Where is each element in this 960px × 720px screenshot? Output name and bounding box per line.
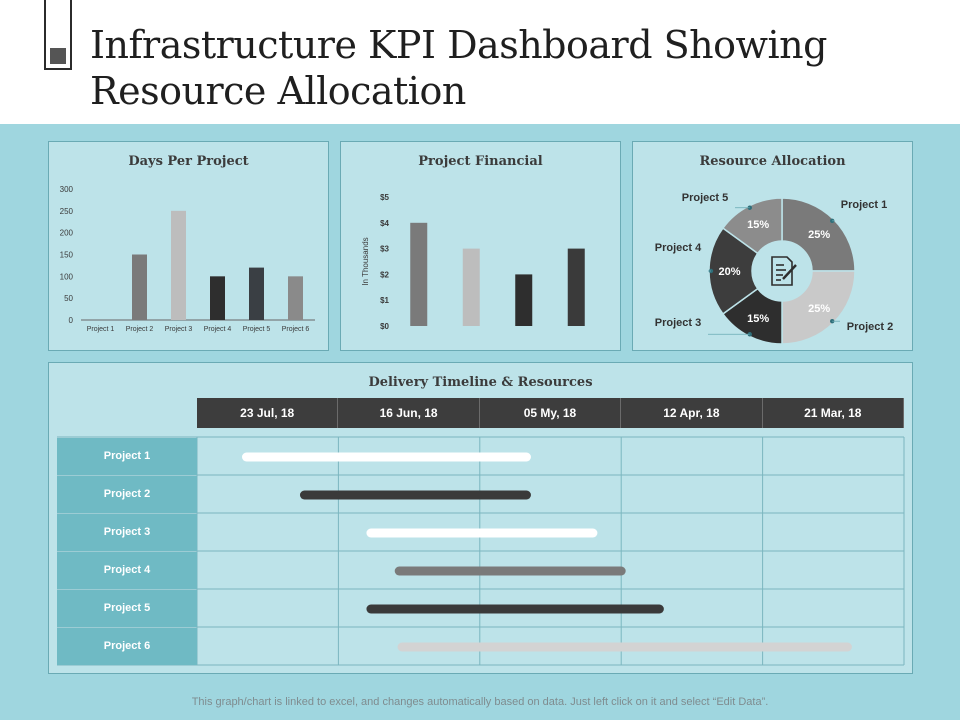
header: Infrastructure KPI Dashboard Showing Res… xyxy=(0,0,960,124)
y-tick-label: 200 xyxy=(60,229,74,238)
bar-project-2 xyxy=(132,254,147,320)
delivery-timeline-title: Delivery Timeline & Resources xyxy=(368,375,593,390)
x-tick-label: Project 2 xyxy=(126,326,154,333)
slice-name-label: Project 4 xyxy=(655,242,702,254)
timeline-column-header: 16 Jun, 18 xyxy=(338,398,480,428)
slice-name-label: Project 3 xyxy=(655,317,701,329)
project-financial-title: Project Financial xyxy=(418,154,543,169)
timeline-row-label: Project 3 xyxy=(57,513,197,551)
page-title: Infrastructure KPI Dashboard Showing Res… xyxy=(90,23,827,113)
bar-project-3 xyxy=(171,210,186,320)
y-tick-label: $3 xyxy=(380,245,389,254)
x-tick-label: Project 1 xyxy=(87,326,115,333)
slice-value-label: 20% xyxy=(718,266,740,278)
financial-bar-2 xyxy=(462,248,480,326)
y-tick-label: $4 xyxy=(380,219,389,228)
days-per-project-title: Days Per Project xyxy=(128,154,249,169)
y-tick-label: $5 xyxy=(380,193,389,202)
financial-bar-1 xyxy=(410,222,428,326)
slice-value-label: 25% xyxy=(808,303,830,315)
slice-value-label: 15% xyxy=(747,313,769,325)
days-per-project-chart[interactable]: 0 50 100 150 200 250 300 Project 1 Project 2 Proj… xyxy=(49,142,330,352)
timeline-column-header: 23 Jul, 18 xyxy=(197,398,339,428)
y-tick-label: $1 xyxy=(380,296,389,305)
slice-project-2 xyxy=(781,270,856,345)
slice-project-1 xyxy=(781,197,856,272)
x-tick-label: Project 4 xyxy=(204,326,232,333)
bar-project-5 xyxy=(249,267,264,320)
document-outline xyxy=(771,256,793,286)
y-tick-label: $0 xyxy=(380,322,389,331)
leader-dot xyxy=(830,218,835,223)
leader-dot xyxy=(830,319,835,324)
project-financial-panel: Project Financial $0 $1 $2 $3 $4 $5 In Thousan… xyxy=(340,141,621,351)
resource-allocation-chart[interactable]: 25% Project 1 25% Project 2 15% Project 3 20% P… xyxy=(633,142,914,352)
timeline-column-header: 05 My, 18 xyxy=(479,398,622,428)
center-hole xyxy=(755,244,809,298)
bar-project-6 xyxy=(288,276,303,320)
timeline-row-label: Project 5 xyxy=(57,589,197,627)
timeline-row-label: Project 6 xyxy=(57,627,197,665)
y-tick-label: 300 xyxy=(60,185,74,194)
days-per-project-panel: Days Per Project 0 50 100 150 200 250 300 Proje… xyxy=(48,141,329,351)
y-tick-label: 0 xyxy=(69,316,74,325)
y-tick-label: 150 xyxy=(60,251,74,260)
y-tick-label: 250 xyxy=(60,207,74,216)
y-axis-label: In Thousands xyxy=(361,237,370,285)
timeline-column-header: 12 Apr, 18 xyxy=(621,398,763,428)
project-financial-chart[interactable]: $0 $1 $2 $3 $4 $5 In Thousands xyxy=(341,142,622,352)
financial-bar-3 xyxy=(515,274,533,326)
slice-name-label: Project 5 xyxy=(682,192,728,204)
document-edit-icon xyxy=(771,256,797,286)
financial-bar-4 xyxy=(567,248,585,326)
x-tick-label: Project 6 xyxy=(282,326,310,333)
slice-value-label: 25% xyxy=(808,229,830,241)
logo-square-icon xyxy=(50,48,66,64)
slice-project-5 xyxy=(721,197,783,255)
bar-project-4 xyxy=(210,276,225,320)
resource-allocation-title: Resource Allocation xyxy=(699,154,846,169)
timeline-row-label: Project 2 xyxy=(57,475,197,513)
resource-allocation-panel: Resource Allocation 25% Project 1 25% Proje… xyxy=(632,141,913,351)
timeline-row-label: Project 1 xyxy=(57,437,197,475)
y-tick-label: $2 xyxy=(380,270,389,279)
x-tick-label: Project 3 xyxy=(165,326,193,333)
timeline-row-label: Project 4 xyxy=(57,551,197,589)
footer-note: This graph/chart is linked to excel, and… xyxy=(191,696,769,708)
pencil xyxy=(782,264,797,280)
y-tick-label: 100 xyxy=(60,272,74,281)
slice-name-label: Project 1 xyxy=(841,199,887,211)
slice-value-label: 15% xyxy=(747,219,769,231)
timeline-column-header: 21 Mar, 18 xyxy=(762,398,904,428)
slice-name-label: Project 2 xyxy=(847,321,893,333)
x-tick-label: Project 5 xyxy=(243,326,271,333)
y-tick-label: 50 xyxy=(64,294,73,303)
